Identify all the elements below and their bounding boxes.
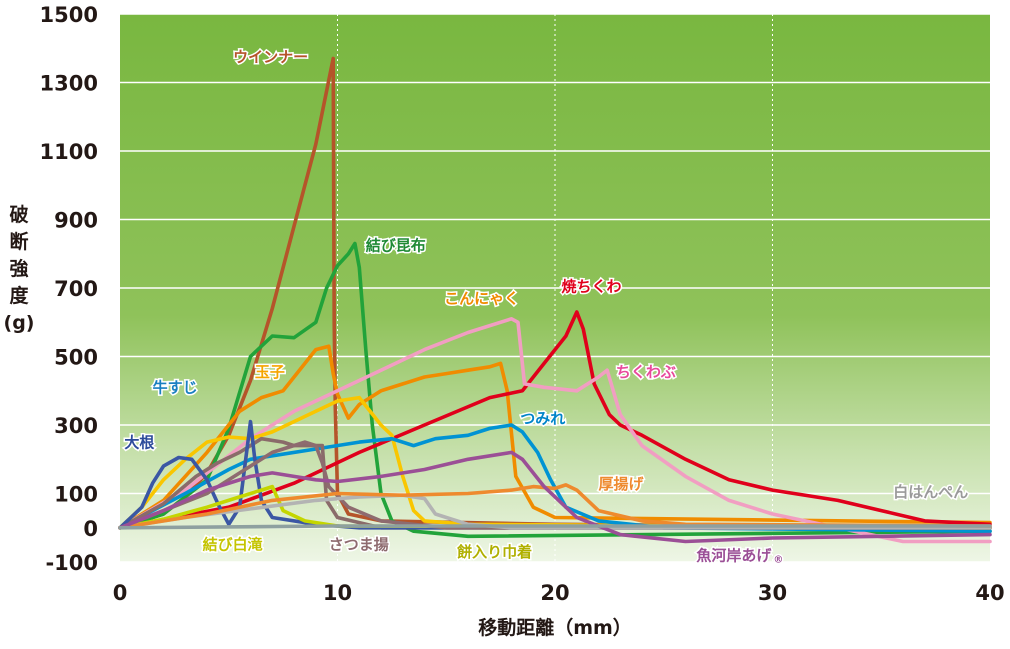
series-label-5: 玉子 [255, 363, 285, 381]
y-tick-label-0: 1500 [40, 3, 98, 27]
series-line-1 [118, 241, 992, 539]
y-tick-label-4: 700 [54, 277, 98, 301]
x-tick-label-1: 10 [323, 581, 352, 605]
y-axis-title-char-1: 断 [9, 230, 28, 253]
y-tick-label-7: 100 [54, 483, 98, 507]
series-label-11: 餅入り巾着 [456, 543, 532, 561]
x-tick-label-2: 20 [540, 581, 569, 605]
series-line-13 [118, 450, 992, 544]
series-line-7 [118, 436, 992, 530]
series-line-9 [118, 484, 992, 530]
series-line-4 [118, 316, 992, 544]
series-line-10 [118, 440, 992, 530]
y-axis-title-char-3: 度 [9, 284, 29, 307]
series-label-4: ちくわぶ [616, 363, 676, 381]
y-tick-label-6: 300 [54, 414, 98, 438]
series-line-8 [118, 419, 992, 530]
series-line-2 [118, 344, 992, 530]
series-label-1: 結び昆布 [366, 236, 426, 254]
x-tick-label-3: 30 [758, 581, 787, 605]
series-label-3: 焼ちくわ [562, 277, 622, 295]
y-tick-label-8: 0 [83, 517, 98, 541]
y-axis-title-char-0: 破 [9, 204, 28, 226]
axes: 1500 1300 1100 900 700 500 300 100 0 -100 0 10 20 30 4… [4, 3, 1005, 639]
x-tick-label-0: 0 [113, 581, 128, 605]
y-tick-label-3: 900 [54, 209, 98, 233]
series-label-7: 牛すじ [153, 378, 198, 396]
series-line-12 [118, 483, 992, 530]
series-label-10: さつま揚 [329, 535, 389, 553]
series-layer [118, 56, 992, 544]
y-tick-label-2: 1100 [40, 140, 98, 164]
series-label-12: 厚揚げ [599, 475, 645, 493]
y-tick-label-1: 1300 [40, 72, 98, 96]
series-line-5 [118, 395, 992, 530]
series-label-8: 大根 [124, 433, 154, 451]
x-axis-title: 移動距離（mm） [478, 616, 632, 639]
registered-mark: ® [773, 554, 783, 565]
series-label-13: 魚河岸あげ ® [696, 546, 783, 565]
y-tick-label-5: 500 [54, 346, 98, 370]
series-label-2: こんにゃく [444, 289, 519, 307]
x-tick-label-4: 40 [975, 581, 1004, 605]
y-tick-label-9: -100 [45, 551, 98, 575]
y-axis-title-char-4: (g) [4, 312, 35, 334]
series-line-14 [118, 524, 992, 530]
y-axis-title-char-2: 強 [9, 258, 28, 280]
series-label-6: つみれ [520, 409, 565, 427]
series-label-14: 白はんぺん [893, 483, 968, 501]
series-label-0: ウインナー [233, 48, 308, 66]
series-label-9: 結び白滝 [203, 535, 263, 553]
